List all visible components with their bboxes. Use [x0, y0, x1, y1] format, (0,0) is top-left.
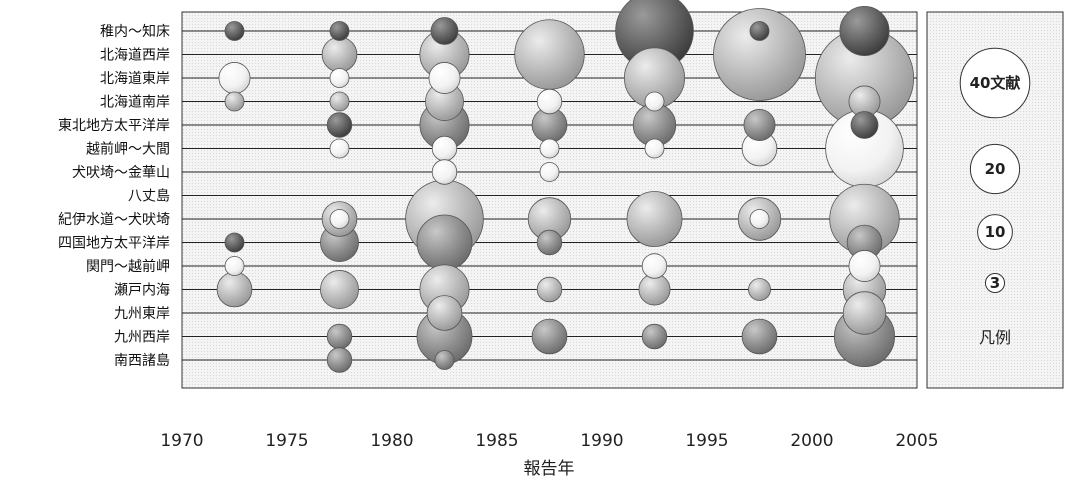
x-tick-label: 1975 [265, 431, 308, 451]
x-axis-title: 報告年 [524, 459, 575, 479]
bubble-point [749, 209, 770, 229]
bubble-point [536, 88, 563, 115]
bubble-point [431, 135, 458, 162]
bubble-point [850, 111, 879, 139]
bubble-point [743, 109, 776, 141]
region-label: 四国地方太平洋岸 [58, 236, 170, 252]
legend-bubble [984, 272, 1006, 294]
bubble-point [641, 253, 668, 279]
bubble-point [320, 270, 359, 309]
legend-bubble [959, 47, 1031, 119]
region-label: 稚内～知床 [100, 23, 170, 40]
bubble-point [321, 36, 358, 73]
x-tick-label: 2005 [895, 431, 938, 451]
region-labels: 稚内～知床北海道西岸北海道東岸北海道南岸東北地方太平洋岸越前岬～大間犬吠埼～金華… [58, 23, 170, 369]
bubble-point [430, 17, 459, 45]
bubble-point [416, 214, 473, 271]
bubble-point [224, 21, 245, 41]
x-axis-ticks: 1970 1975 1980 1985 1990 1995 2000 2005 [160, 431, 938, 451]
legend-title: 凡例 [979, 328, 1011, 347]
region-label: 瀬戸内海 [114, 283, 170, 299]
bubble-point [539, 138, 560, 159]
region-label: 越前岬～大間 [86, 141, 170, 158]
region-label: 九州西岸 [114, 330, 170, 346]
bubble-point [514, 19, 585, 90]
bubble-point [326, 112, 353, 138]
legend-label: 20 [985, 160, 1006, 178]
bubble-point [644, 138, 665, 159]
bubble-point [842, 291, 887, 335]
x-tick-label: 1990 [580, 431, 623, 451]
bubble-point [218, 62, 251, 94]
legend-bubble [977, 214, 1013, 250]
region-label: 東北地方太平洋岸 [58, 118, 170, 134]
bubble-point [748, 278, 771, 301]
legend-bubble [969, 143, 1021, 195]
bubble-point [839, 6, 890, 56]
bubble-point [329, 91, 350, 112]
region-label: 北海道南岸 [100, 95, 170, 111]
region-label: 犬吠埼～金華山 [72, 165, 170, 181]
bubble-point [329, 21, 350, 41]
bubble-point [224, 91, 245, 112]
legend-items: 40文献 20 10 3 [959, 47, 1031, 294]
bubble-point [713, 8, 806, 101]
bubble-point [426, 295, 463, 331]
x-tick-label: 2000 [790, 431, 833, 451]
bubble-point [428, 62, 461, 94]
bubble-point [749, 21, 770, 41]
bubble-point [329, 209, 350, 229]
bubble-point [539, 162, 560, 182]
region-label: 南西諸島 [114, 353, 170, 369]
legend-label: 3 [990, 274, 1000, 292]
region-label: 九州東岸 [114, 306, 170, 322]
region-label: 北海道東岸 [100, 71, 170, 87]
bubble-point [536, 229, 563, 256]
bubble-point [641, 323, 668, 350]
legend-label: 10 [985, 223, 1006, 241]
bubbles [216, 0, 915, 373]
region-label: 関門～越前岬 [86, 258, 170, 275]
bubble-point [329, 138, 350, 159]
region-label: 八丈島 [128, 189, 170, 205]
bubble-point [326, 347, 353, 373]
bubble-point [216, 271, 253, 308]
x-tick-label: 1980 [370, 431, 413, 451]
bubble-point [329, 68, 350, 88]
bubble-point [326, 323, 353, 350]
x-tick-label: 1970 [160, 431, 203, 451]
bubble-point [741, 318, 778, 355]
bubble-point [224, 256, 245, 276]
bubble-point [434, 350, 455, 370]
bubble-point [531, 318, 568, 355]
bubble-point [848, 250, 881, 282]
bubble-point [626, 191, 683, 247]
bubble-point [224, 232, 245, 253]
x-tick-label: 1995 [685, 431, 728, 451]
bubble-point [431, 159, 458, 185]
x-tick-label: 1985 [475, 431, 518, 451]
legend-label: 40文献 [970, 74, 1021, 92]
bubble-point [536, 276, 563, 303]
bubble-point [644, 91, 665, 112]
region-label: 北海道西岸 [100, 48, 170, 64]
region-label: 紀伊水道～犬吠埼 [58, 212, 170, 228]
